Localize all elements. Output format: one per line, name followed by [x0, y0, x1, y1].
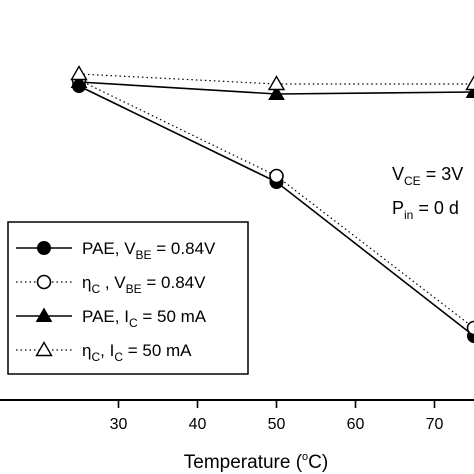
legend-entry-eta-ic: ηC, IC = 50 mA [16, 341, 192, 364]
legend-marker-filled-circle [37, 241, 51, 255]
x-tick-label-50: 50 [268, 416, 286, 433]
point-eta-vbe-50 [269, 168, 284, 184]
x-ticks: 30 40 50 60 70 [110, 400, 444, 433]
annotation-pin: Pin = 0 d [392, 198, 459, 222]
annotation-vce: VCE = 3V [392, 164, 463, 188]
legend-marker-open-triangle [35, 341, 53, 357]
x-tick-label-60: 60 [347, 416, 365, 433]
legend-label-eta-ic: ηC, IC = 50 mA [82, 341, 192, 364]
legend-label-pae-ic: PAE, IC = 50 mA [82, 307, 207, 330]
point-eta-ic-25 [70, 65, 88, 81]
legend-label-eta-vbe: ηC , VBE = 0.84V [82, 273, 206, 296]
x-tick-label-30: 30 [110, 416, 128, 433]
point-pae-ic-50 [268, 85, 285, 100]
series-line-eta-vbe [78, 79, 474, 329]
series-line-eta-ic [78, 73, 474, 85]
point-pae-ic-25 [70, 73, 88, 88]
legend-marker-open-circle [36, 274, 52, 290]
x-axis-title: Temperature (oC) [184, 451, 328, 473]
legend: PAE, VBE = 0.84V ηC , VBE = 0.84V PAE, I… [7, 221, 249, 375]
x-tick-label-40: 40 [189, 416, 207, 433]
x-tick-label-70: 70 [426, 416, 444, 433]
legend-entry-pae-vbe: PAE, VBE = 0.84V [16, 239, 216, 262]
legend-entry-pae-ic: PAE, IC = 50 mA [16, 307, 207, 330]
point-eta-vbe-75 [466, 320, 474, 336]
legend-marker-filled-triangle [35, 307, 53, 322]
legend-label-pae-vbe: PAE, VBE = 0.84V [82, 239, 216, 262]
series-markers [70, 65, 474, 343]
legend-entry-eta-vbe: ηC , VBE = 0.84V [16, 273, 206, 296]
point-eta-ic-50 [267, 75, 286, 91]
point-eta-ic-75 [465, 75, 474, 91]
